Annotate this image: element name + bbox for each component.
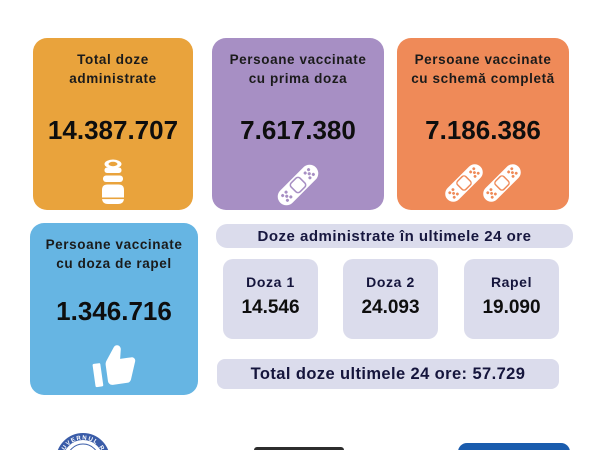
- double-bandage-icon: [439, 158, 527, 208]
- campaign-logo: #ROVACCINARE: [254, 447, 344, 450]
- mini-card-booster: Rapel 19.090: [464, 259, 559, 339]
- card-booster-dose: Persoane vaccinate cu doza de rapel 1.34…: [30, 223, 198, 395]
- last-24h-total: Total doze ultimele 24 ore: 57.729: [217, 359, 559, 389]
- thumbs-up-icon: [88, 339, 140, 391]
- card-title: Total doze administrate: [69, 52, 157, 86]
- card-title: Persoane vaccinate cu doza de rapel: [45, 237, 183, 271]
- mini-card-dose2: Doza 2 24.093: [343, 259, 438, 339]
- government-seal-logo: GUVERNUL ROMÂNIEI: [53, 428, 110, 450]
- card-value: 14.387.707: [47, 114, 179, 145]
- mini-card-label: Rapel: [490, 274, 533, 290]
- mini-card-value: 24.093: [361, 297, 420, 318]
- mini-card-value: 19.090: [482, 297, 541, 318]
- bandage-icon: [271, 158, 325, 212]
- card-value: 1.346.716: [56, 295, 172, 326]
- blue-logo-bar: [458, 443, 570, 450]
- mini-card-label: Doza 1: [246, 274, 295, 290]
- mini-card-value: 14.546: [241, 297, 300, 318]
- card-title: Persoane vaccinate cu prima doza: [229, 52, 367, 86]
- card-total-doses: Total doze administrate 14.387.707: [33, 38, 193, 210]
- vial-icon: [93, 158, 133, 206]
- mini-card-dose1: Doza 1 14.546: [223, 259, 318, 339]
- mini-card-label: Doza 2: [366, 274, 415, 290]
- card-value: 7.186.386: [425, 114, 541, 145]
- last-24h-header: Doze administrate în ultimele 24 ore: [216, 224, 573, 248]
- card-value: 7.617.380: [240, 114, 356, 145]
- card-full-schema: Persoane vaccinate cu schemă completă 7.…: [397, 38, 569, 210]
- card-first-dose: Persoane vaccinate cu prima doza 7.617.3…: [212, 38, 384, 210]
- card-title: Persoane vaccinate cu schemă completă: [411, 52, 555, 86]
